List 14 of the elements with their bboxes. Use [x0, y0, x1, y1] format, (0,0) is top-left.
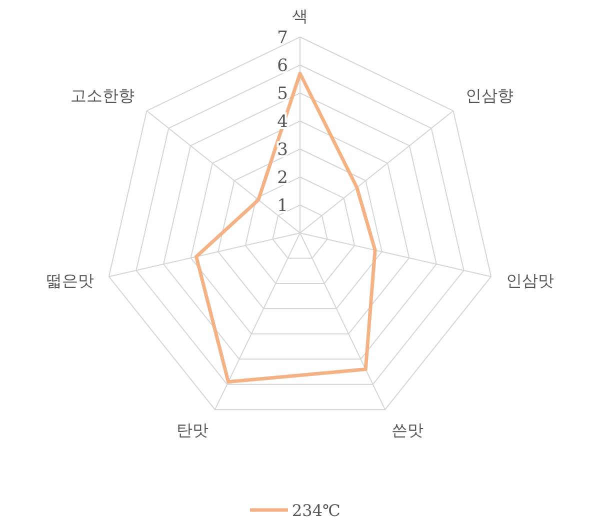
y-tick-label: 7: [277, 28, 288, 48]
spoke-label: 쓴맛: [392, 420, 424, 440]
y-tick-label: 3: [277, 140, 288, 160]
spoke-label: 떫은맛: [46, 271, 94, 290]
spoke-label: 탄맛: [176, 420, 208, 440]
y-tick-label: 2: [277, 168, 288, 188]
y-tick-label: 6: [277, 56, 288, 76]
y-tick-label: 5: [277, 84, 288, 104]
spoke-label: 인삼맛: [506, 271, 554, 290]
spoke-label: 인삼향: [465, 86, 514, 106]
spoke-label: 고소한향: [70, 86, 135, 106]
y-tick-label: 1: [277, 196, 288, 216]
spoke-label: 색: [292, 6, 308, 26]
legend-label: 234℃: [292, 501, 340, 520]
